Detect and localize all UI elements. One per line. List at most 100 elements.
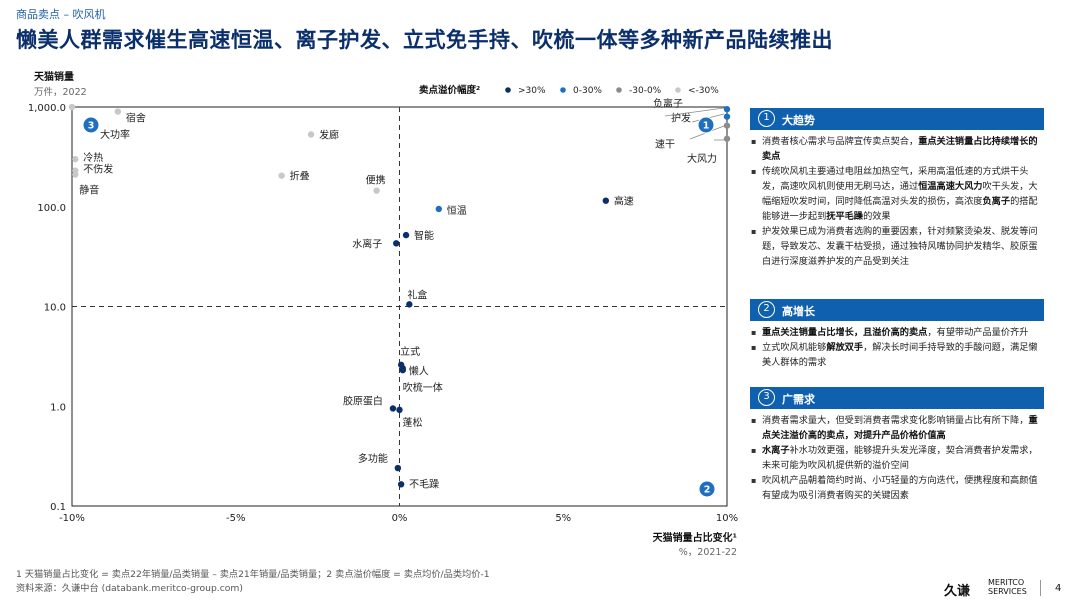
panel-section-header: 2 高增长: [750, 299, 1044, 321]
data-point: [399, 366, 406, 374]
data-point: [723, 122, 731, 129]
data-point: [114, 108, 122, 115]
y-tick-label: 100.0: [37, 203, 66, 214]
data-label: 折叠: [290, 170, 310, 183]
y-axis-title: 天猫销量: [34, 70, 74, 83]
data-point: [72, 155, 79, 163]
y-axis-unit: 万件，2022: [34, 86, 87, 98]
bullet-item: 传统吹风机主要通过电阻丝加热空气，采用高温低速的方式烘干头发，高速吹风机则使用无…: [750, 164, 1042, 224]
data-label: 冷热: [83, 151, 103, 164]
data-point: [373, 187, 380, 194]
legend-label: >30%: [518, 86, 546, 96]
x-tick-label: -5%: [226, 513, 245, 524]
data-point: [723, 135, 731, 142]
leader-line: [664, 107, 725, 117]
quadrant-badge: [698, 480, 716, 498]
section-number-badge: 2: [758, 301, 775, 318]
data-label: 恒温: [447, 204, 467, 217]
data-label: 不毛躁: [409, 478, 439, 490]
legend-marker: [616, 87, 622, 93]
data-label: 懒人: [409, 364, 429, 377]
breadcrumb: 商品卖点 – 吹风机: [16, 8, 106, 21]
legend-label: -30-0%: [629, 86, 662, 96]
panel-section-header: 1 大趋势: [750, 108, 1044, 130]
quadrant-badge-label: 1: [703, 121, 710, 132]
x-axis-title: 天猫销量占比变化¹: [653, 531, 737, 544]
section-bullets: 消费者需求量大，但受到消费者需求变化影响销量占比有所下降，重点关注溢价高的卖点，…: [750, 413, 1042, 503]
data-point: [393, 240, 400, 247]
data-point: [402, 231, 410, 239]
data-label: 吹梳一体: [403, 381, 443, 394]
bullet-item: 立式吹风机能够解放双手，解决长时间手持导致的手酸问题，满足懒美人群体的需求: [750, 340, 1042, 370]
y-tick-label: 0.1: [50, 502, 66, 513]
data-label: 智能: [414, 229, 434, 242]
x-tick-label: -10%: [59, 513, 85, 524]
x-tick-label: 0%: [392, 513, 408, 524]
data-point: [396, 406, 403, 414]
quadrant-badge-label: 3: [88, 121, 95, 132]
x-tick-label: 10%: [716, 513, 738, 524]
legend-label: 0-30%: [573, 86, 602, 96]
data-label: 宿舍: [126, 112, 146, 125]
company-logo-subtitle: MERITCO SERVICES: [988, 578, 1027, 596]
bullet-item: 消费者核心需求与品牌宣传卖点契合，重点关注销量占比持续增长的卖点: [750, 134, 1042, 164]
section-heading: 高增长: [782, 305, 815, 318]
bullet-item: 水离子补水功效更强，能够提升头发光泽度，契合消费者护发需求，未来可能为吹风机提供…: [750, 443, 1042, 473]
quadrant-badge: [82, 116, 100, 134]
data-label: 不伤发: [83, 163, 113, 176]
divider: [1040, 580, 1041, 596]
legend-marker: [505, 87, 511, 93]
y-tick-label: 10.0: [44, 303, 66, 314]
panel-section-header: 3 广需求: [750, 387, 1044, 409]
data-point: [723, 113, 731, 120]
y-tick-label: 1.0: [50, 402, 66, 413]
bullet-item: 吹风机产品朝着简约时尚、小巧轻量的方向迭代，便携程度和高颜值有望成为吸引消费者购…: [750, 473, 1042, 503]
page-number: 4: [1055, 583, 1062, 594]
data-point: [602, 197, 610, 204]
legend-marker: [675, 87, 681, 93]
data-point: [68, 103, 76, 111]
legend-marker: [560, 87, 566, 93]
y-tick-label: 1,000.0: [28, 103, 66, 114]
x-tick-label: 5%: [555, 513, 571, 524]
data-point: [394, 464, 402, 472]
data-label: 大风力: [687, 152, 717, 165]
section-bullets: 重点关注销量占比增长，且溢价高的卖点，有望带动产品量价齐升立式吹风机能够解放双手…: [750, 325, 1042, 370]
data-label: 速干: [655, 139, 675, 151]
company-logo: 久谦: [944, 584, 971, 599]
section-heading: 大趋势: [782, 114, 815, 127]
bullet-item: 重点关注销量占比增长，且溢价高的卖点，有望带动产品量价齐升: [750, 325, 1042, 340]
data-label: 多功能: [358, 452, 388, 465]
bullet-item: 消费者需求量大，但受到消费者需求变化影响销量占比有所下降，重点关注溢价高的卖点，…: [750, 413, 1042, 443]
data-label: 高速: [614, 195, 634, 208]
legend-title: 卖点溢价幅度²: [419, 84, 480, 96]
data-label: 大功率: [100, 128, 130, 141]
data-point: [307, 131, 315, 138]
footnote-source: 资料来源：久谦中台 (databank.meritco-group.com): [16, 583, 243, 594]
data-label: 水离子: [352, 237, 382, 250]
data-label: 礼盒: [407, 288, 427, 301]
data-point: [406, 301, 413, 308]
data-label: 静音: [79, 184, 99, 197]
section-bullets: 消费者核心需求与品牌宣传卖点契合，重点关注销量占比持续增长的卖点传统吹风机主要通…: [750, 134, 1042, 269]
data-point: [278, 172, 285, 179]
quadrant-badge-label: 2: [704, 485, 711, 496]
legend-label: <-30%: [688, 86, 719, 96]
data-point: [72, 171, 79, 178]
page-title: 懒美人群需求催生高速恒温、离子护发、立式免手持、吹梳一体等多种新产品陆续推出: [16, 28, 833, 52]
section-number-badge: 1: [758, 110, 775, 127]
section-number-badge: 3: [758, 389, 775, 406]
data-label: 发廊: [319, 129, 339, 142]
data-label: 便携: [366, 174, 386, 187]
section-heading: 广需求: [782, 393, 815, 406]
data-point: [389, 405, 397, 412]
bullet-item: 护发效果已成为消费者选购的重要因素，针对频繁烫染发、脱发等问题，导致发芯、发囊干…: [750, 224, 1042, 269]
data-label: 蓬松: [403, 416, 423, 429]
footnote-definitions: 1 天猫销量占比变化 = 卖点22年销量/品类销量 – 卖点21年销量/品类销量…: [16, 569, 490, 580]
data-point: [723, 106, 731, 113]
data-label: 负离子: [653, 97, 683, 110]
data-point: [397, 481, 405, 488]
data-label: 立式: [400, 345, 420, 358]
data-point: [435, 205, 442, 213]
data-label: 护发: [671, 112, 691, 125]
